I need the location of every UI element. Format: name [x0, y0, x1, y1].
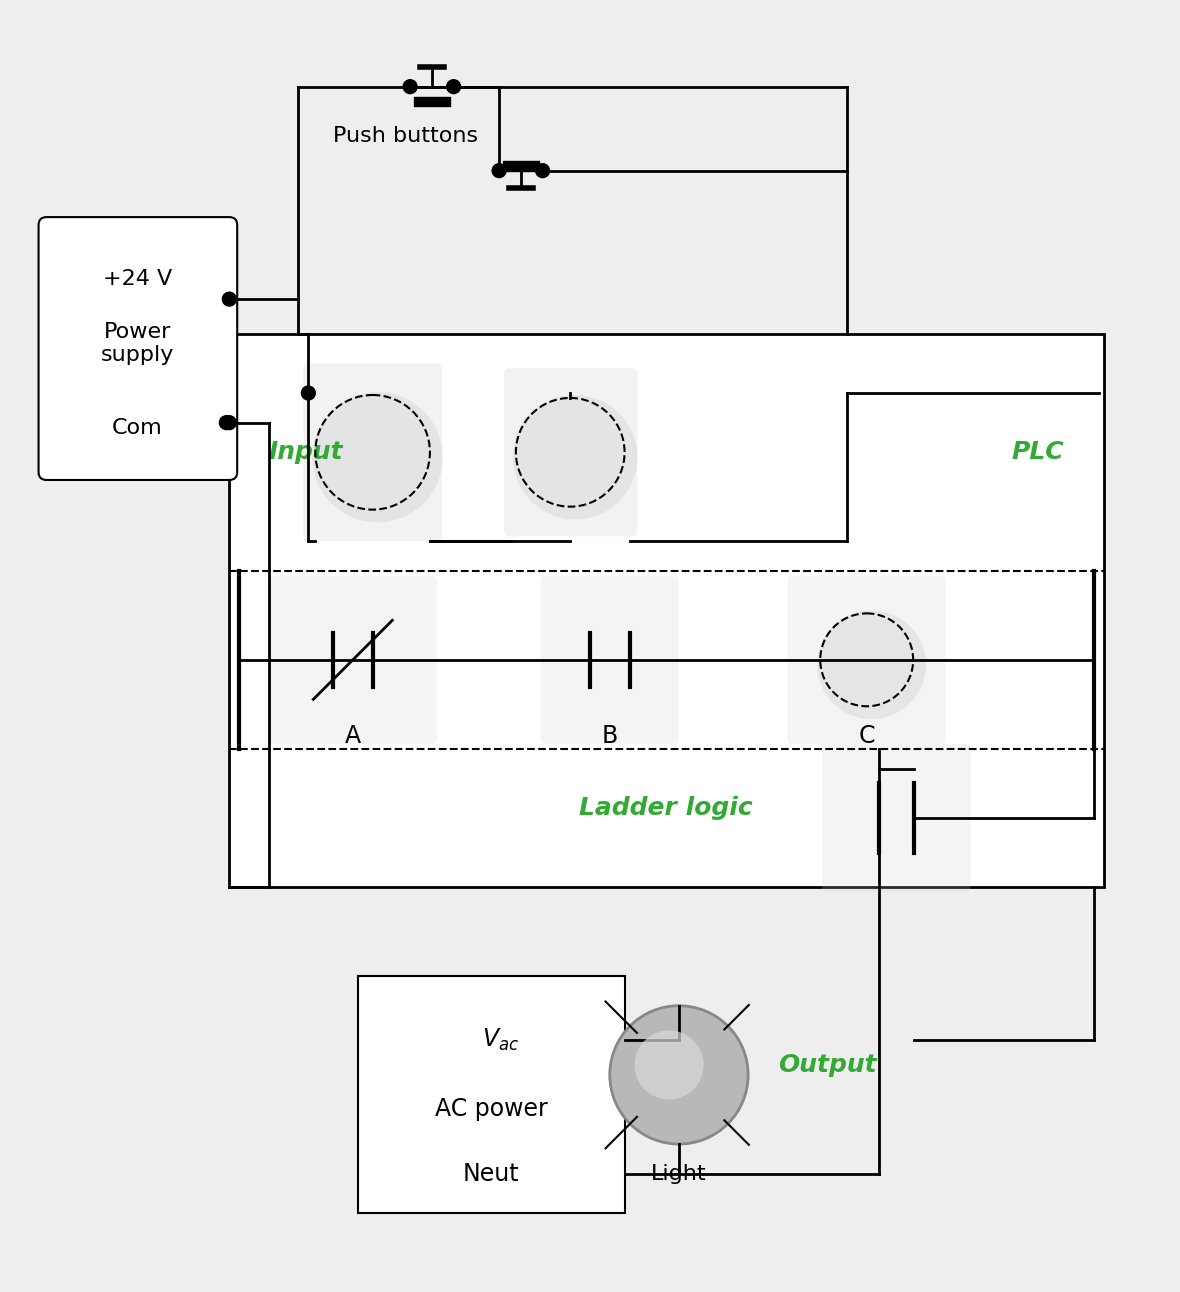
Circle shape	[492, 164, 506, 177]
FancyBboxPatch shape	[39, 217, 237, 479]
FancyBboxPatch shape	[787, 576, 945, 744]
FancyBboxPatch shape	[540, 576, 678, 744]
Circle shape	[222, 292, 236, 306]
Text: +24 V: +24 V	[103, 269, 172, 289]
Text: Push buttons: Push buttons	[333, 127, 478, 146]
Text: C: C	[859, 724, 874, 748]
Text: Power
supply: Power supply	[100, 322, 175, 366]
FancyBboxPatch shape	[504, 368, 637, 536]
Text: Input: Input	[269, 441, 343, 464]
Circle shape	[313, 391, 442, 522]
Circle shape	[219, 416, 234, 429]
Circle shape	[635, 1031, 703, 1099]
Text: Light: Light	[651, 1164, 707, 1183]
FancyBboxPatch shape	[269, 576, 437, 744]
Circle shape	[536, 164, 550, 177]
FancyBboxPatch shape	[303, 363, 441, 541]
Circle shape	[610, 1005, 748, 1145]
Text: $V_{ac}$: $V_{ac}$	[483, 1027, 519, 1053]
Circle shape	[404, 80, 417, 93]
Text: Output: Output	[778, 1053, 877, 1078]
Text: Com: Com	[112, 417, 163, 438]
Bar	[358, 975, 624, 1213]
Text: Neut: Neut	[463, 1162, 519, 1186]
Circle shape	[818, 610, 926, 720]
Circle shape	[447, 80, 460, 93]
Circle shape	[222, 416, 236, 429]
Text: A: A	[345, 724, 361, 748]
Bar	[229, 333, 1103, 888]
Text: AC power: AC power	[434, 1097, 548, 1121]
Circle shape	[301, 386, 315, 401]
FancyBboxPatch shape	[822, 744, 970, 891]
Text: Ladder logic: Ladder logic	[579, 796, 753, 820]
Text: PLC: PLC	[1011, 441, 1064, 464]
Text: B: B	[602, 724, 618, 748]
Circle shape	[513, 395, 637, 519]
